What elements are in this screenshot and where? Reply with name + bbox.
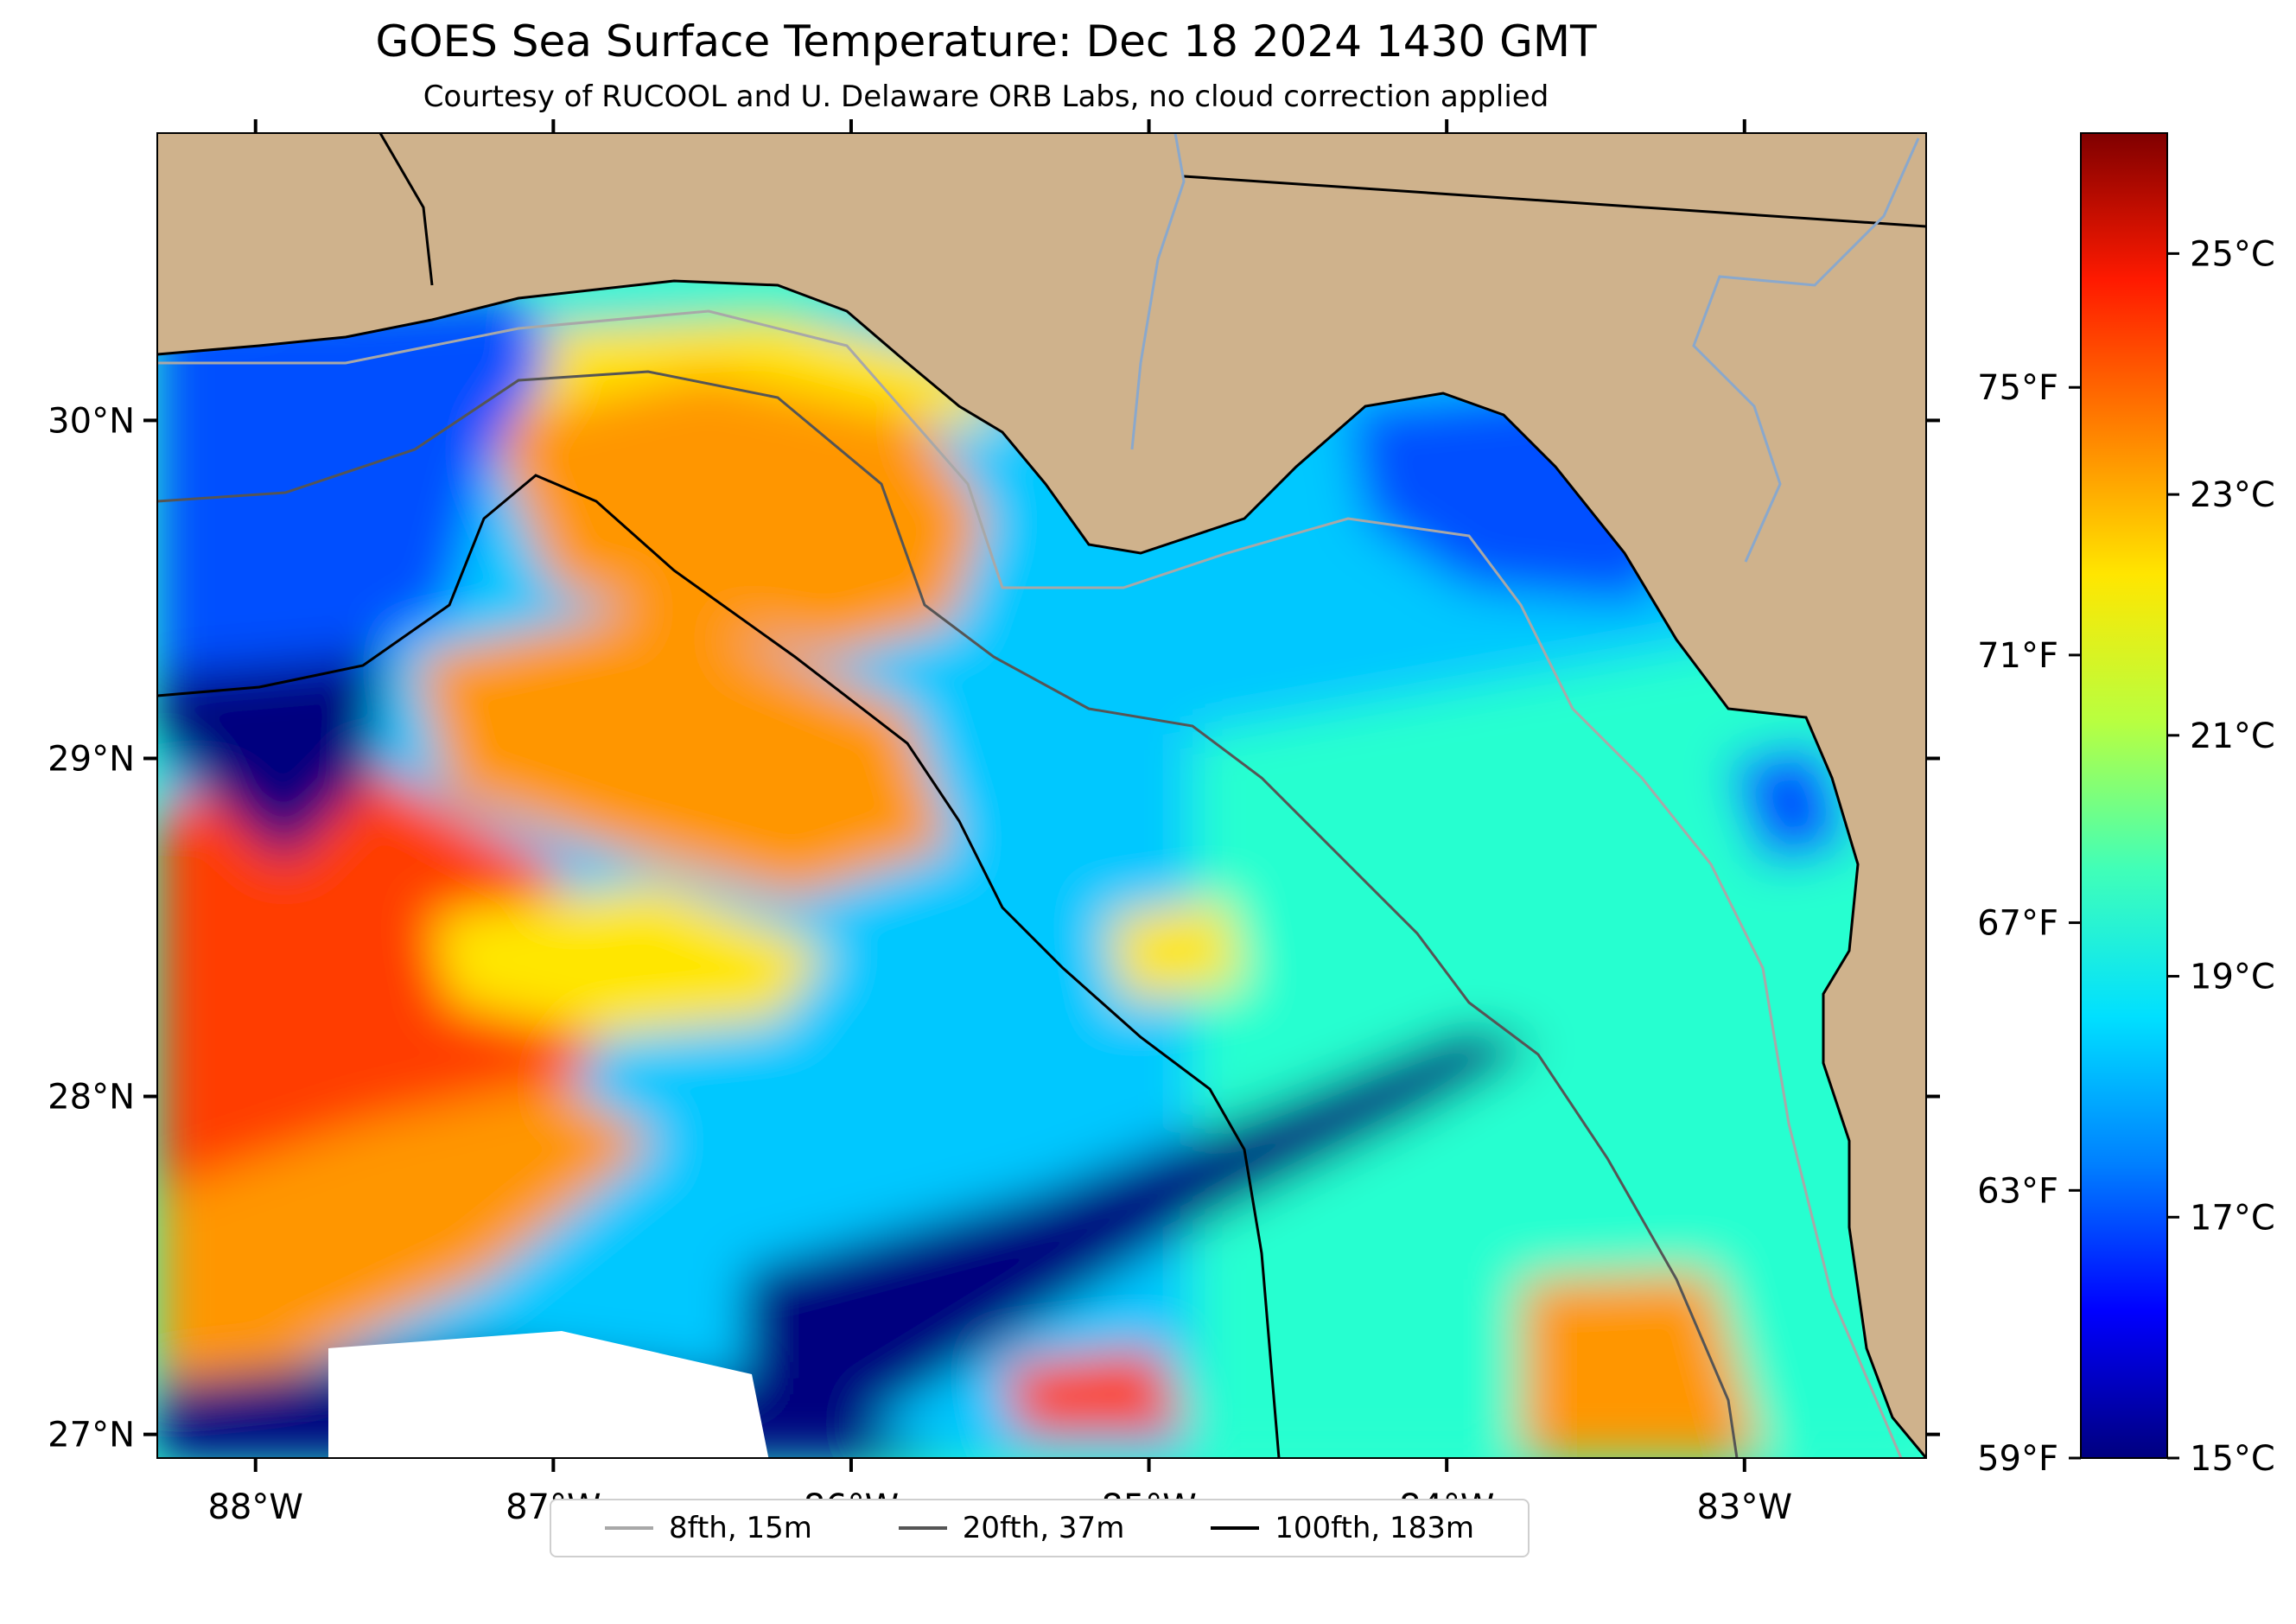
fahrenheit-tick-label: 67°F — [1977, 904, 2058, 944]
land — [157, 133, 1926, 1458]
fahrenheit-tick-label: 71°F — [1977, 636, 2058, 676]
map-frame — [156, 132, 1927, 1459]
coastline — [157, 279, 1926, 1458]
lat-tick-label: 30°N — [48, 401, 135, 441]
fahrenheit-axis: 75°F 71°F 67°F 63°F 59°F — [1977, 368, 2081, 1479]
field-cold-east — [1728, 743, 1849, 864]
colorbar-tick-label: 21°C — [2190, 716, 2275, 756]
field-hot-south — [1002, 1348, 1184, 1435]
field-verycold-band — [743, 1029, 1538, 1426]
fahrenheit-tick-label: 63°F — [1977, 1171, 2058, 1211]
field-warm-central — [484, 363, 985, 657]
lon-tick-label: 88°W — [207, 1487, 302, 1527]
field-yellow-mid — [432, 882, 830, 1037]
field-warm-west-south — [157, 1080, 657, 1400]
colorbar-tick-label: 15°C — [2190, 1439, 2275, 1479]
legend-line-100fth — [1211, 1526, 1260, 1530]
state-border-west — [378, 133, 434, 286]
lat-tick-label: 27°N — [48, 1416, 135, 1455]
colorbar-tick-label: 23°C — [2190, 475, 2275, 515]
isobath-8fth — [157, 309, 1903, 1458]
map-area — [157, 133, 1926, 1458]
field-warm-central-south — [415, 605, 951, 899]
chart-subtitle: Courtesy of RUCOOL and U. Delaware ORB L… — [423, 80, 1549, 114]
state-border — [1183, 175, 1926, 228]
colorbar-tick-label: 19°C — [2190, 958, 2275, 997]
legend-item-8fth: 8fth, 15m — [604, 1511, 812, 1545]
no-data-south — [328, 1331, 769, 1458]
latitude-axis: 30°N 29°N 28°N 27°N — [48, 401, 1940, 1455]
legend-label-20fth: 20fth, 37m — [962, 1511, 1125, 1545]
legend-label-8fth: 8fth, 15m — [668, 1511, 812, 1545]
field-warm-southeast — [1521, 1271, 1763, 1458]
legend-line-20fth — [898, 1526, 947, 1530]
isobath-legend: 8fth, 15m 20fth, 37m 100fth, 183m — [550, 1499, 1530, 1557]
isobath-20fth — [157, 370, 1739, 1458]
field-cold-northwest — [157, 294, 553, 674]
fahrenheit-tick-label: 59°F — [1977, 1439, 2058, 1479]
isobath-100fth — [157, 474, 1281, 1458]
field-yellow-east — [1106, 899, 1244, 1003]
chart-title: GOES Sea Surface Temperature: Dec 18 202… — [375, 16, 1597, 67]
field-mild-east — [1193, 605, 1926, 1458]
colorbar-tick-label: 25°C — [2190, 234, 2275, 274]
lat-tick-label: 28°N — [48, 1078, 135, 1118]
legend-line-8fth — [604, 1526, 653, 1530]
legend-label-100fth: 100fth, 183m — [1275, 1511, 1475, 1545]
lon-tick-label: 83°W — [1697, 1487, 1792, 1527]
river — [1692, 137, 1920, 563]
colorbar-scale — [2080, 132, 2168, 1459]
field-yellow-north — [484, 311, 1002, 432]
legend-item-100fth: 100fth, 183m — [1211, 1511, 1474, 1545]
river — [1130, 133, 1186, 450]
lat-tick-label: 29°N — [48, 739, 135, 779]
fahrenheit-tick-label: 75°F — [1977, 368, 2058, 408]
legend-item-20fth: 20fth, 37m — [898, 1511, 1125, 1545]
colorbar: 25°C 23°C 21°C 19°C 17°C 15°C — [2080, 132, 2275, 1479]
colorbar-tick-label: 17°C — [2190, 1198, 2275, 1238]
